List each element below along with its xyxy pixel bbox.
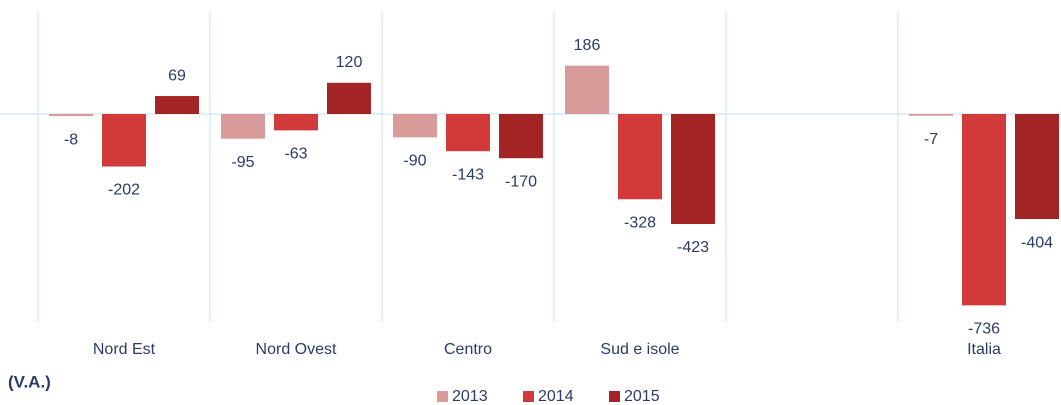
bar (909, 114, 953, 116)
legend-label: 2014 (538, 388, 574, 405)
bar (49, 114, 93, 117)
value-label: -8 (64, 131, 78, 148)
bar (327, 82, 371, 114)
legend-swatch (609, 391, 620, 402)
value-label: -404 (1021, 234, 1053, 251)
bar (446, 114, 490, 152)
bar (565, 65, 609, 114)
value-label: -423 (677, 239, 709, 256)
value-label: -736 (968, 321, 1000, 338)
value-label: -7 (924, 131, 938, 148)
value-label: 186 (574, 37, 601, 54)
bar (155, 96, 199, 114)
x-tick-label: Nord Est (93, 341, 156, 358)
x-tick-label: Italia (967, 341, 1001, 358)
value-label: -143 (452, 166, 484, 183)
value-label: -170 (505, 173, 537, 190)
value-label: -90 (403, 153, 426, 170)
x-tick-label: Nord Ovest (256, 341, 337, 358)
bar (671, 114, 715, 224)
bar (102, 114, 146, 167)
annotation: (V.A.) (8, 372, 51, 391)
bar (393, 114, 437, 138)
bar (274, 114, 318, 131)
value-label: -328 (624, 214, 656, 231)
bar (618, 114, 662, 200)
value-label: -202 (108, 182, 140, 199)
bar (962, 114, 1006, 306)
bar (221, 114, 265, 139)
x-tick-label: Sud e isole (600, 341, 679, 358)
legend-swatch (523, 391, 534, 402)
legend-swatch (437, 391, 448, 402)
legend-label: 2015 (624, 388, 660, 405)
value-label: 120 (336, 54, 363, 71)
x-tick-label: Centro (444, 341, 492, 358)
bar (1015, 114, 1059, 220)
value-label: -63 (284, 146, 307, 163)
value-label: 69 (168, 67, 186, 84)
legend-label: 2013 (452, 388, 488, 405)
bar (499, 114, 543, 159)
value-label: -95 (231, 154, 254, 171)
